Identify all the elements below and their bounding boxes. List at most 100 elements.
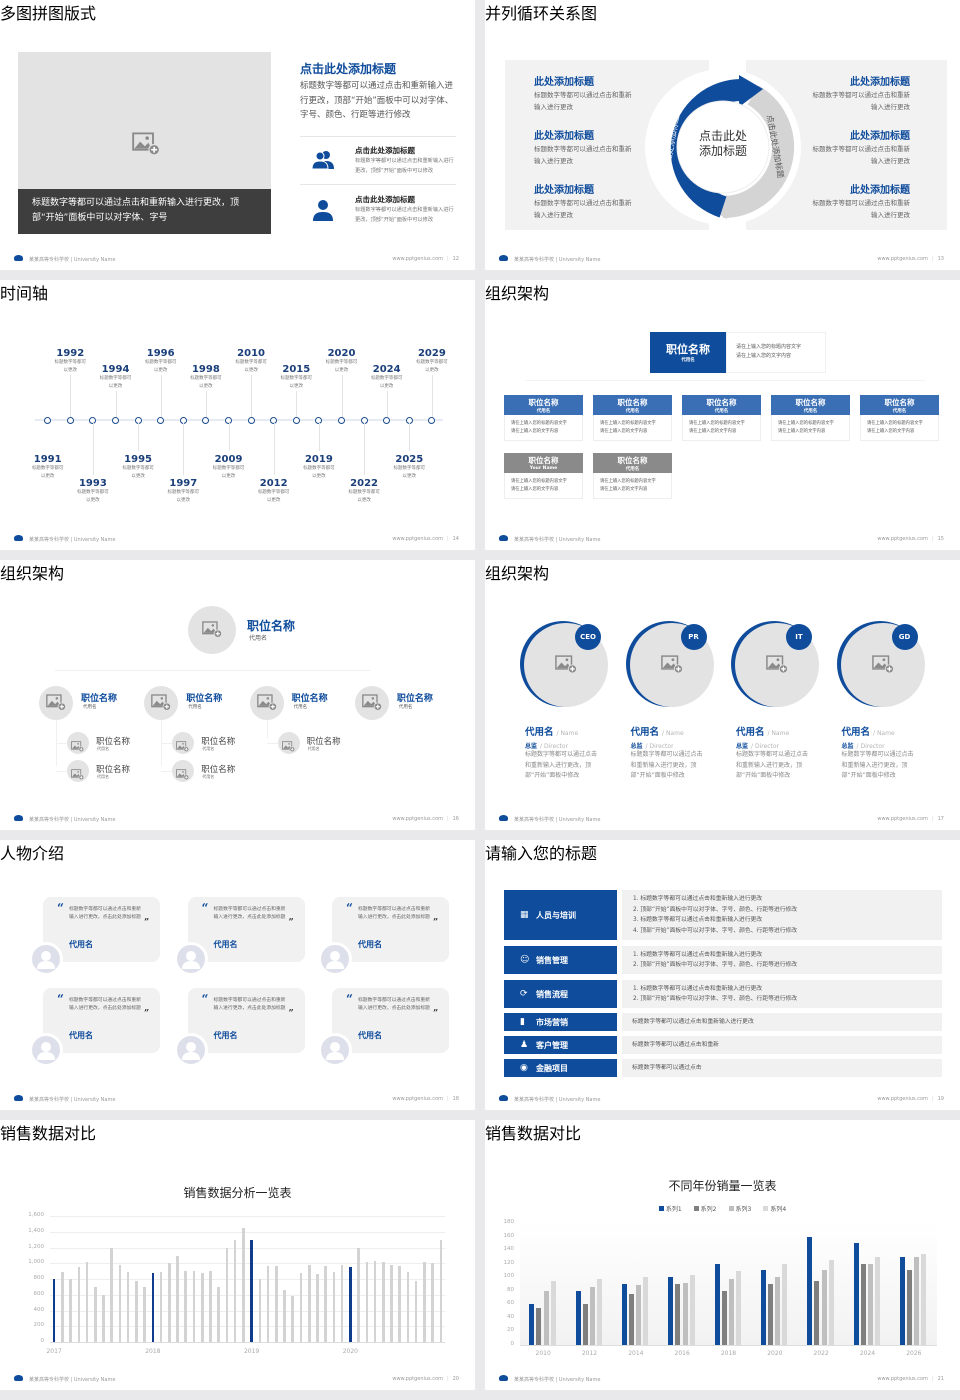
child-avatar-placeholder[interactable] <box>172 760 195 782</box>
timeline-node[interactable] <box>338 416 345 424</box>
legend-item: 系列4 <box>763 1204 786 1213</box>
timeline-node[interactable] <box>44 416 52 424</box>
branch-avatar-placeholder[interactable] <box>354 686 389 720</box>
position-header[interactable]: 职位名称 代用名 <box>593 395 672 415</box>
y-tick-label: 180 <box>503 1219 515 1225</box>
timeline-node[interactable] <box>383 416 391 424</box>
slide-title: 请输入您的标题 <box>485 844 598 863</box>
y-tick-label: 200 <box>33 1322 45 1329</box>
position-header[interactable]: 职位名称 代用名 <box>593 453 672 473</box>
photo-placeholder[interactable] <box>18 52 271 189</box>
event-year: 2029 <box>417 348 446 359</box>
bar-系列4 <box>921 1254 927 1345</box>
position-header[interactable]: 职位名称 代用名 <box>860 395 939 415</box>
position-desc: 请在上输入您的标题内容文字 请在上输入您的文字内容 <box>593 415 672 441</box>
x-tick-label: 2018 <box>145 1348 161 1355</box>
footer-separator: | <box>446 256 449 262</box>
event-text: 标题数字等都可以更改 <box>54 360 87 373</box>
slide-19: 请输入您的标题 某某高等专科学校 | University Name www.ppt… <box>485 840 960 1110</box>
page-number: 14 <box>452 536 459 542</box>
description-line: 标题数字等都可以通过点击 <box>632 1064 702 1071</box>
timeline-node[interactable] <box>428 416 436 424</box>
avatar[interactable] <box>318 942 352 976</box>
branch-alias: 代用名 <box>83 705 97 710</box>
person-name-line: 代用名 / Name <box>525 720 578 739</box>
category-cell[interactable]: ♟ 客户管理 <box>504 1036 617 1054</box>
bar <box>200 1272 204 1342</box>
slide-title: 人物介绍 <box>0 844 65 863</box>
chart-title: 不同年份销量一览表 <box>668 1179 777 1193</box>
avatar[interactable] <box>29 942 63 976</box>
timeline-event: 2010 标题数字等都可以更改 <box>229 348 273 374</box>
position-alias: 代用名 <box>803 409 818 414</box>
top-position-name: 职位名称 <box>247 619 296 633</box>
category-cell[interactable]: ◉ 金融项目 <box>504 1059 617 1077</box>
timeline-event: 1992 标题数字等都可以更改 <box>48 348 92 374</box>
quote-text: 标题数字等都可以通过点击和重新输入进行更改，点击此处添加标题 <box>213 998 286 1011</box>
quote-text: 标题数字等都可以通过点击和重新输入进行更改，点击此处添加标题 <box>358 907 430 920</box>
category-cell[interactable]: ▮ 市场营销 <box>504 1013 617 1031</box>
child-name: 职位名称 <box>201 737 236 747</box>
position-header[interactable]: 职位名称 代用名 <box>504 395 583 415</box>
position-name: 职位名称 <box>706 398 737 407</box>
x-tick-label: 2020 <box>767 1350 783 1357</box>
cycle-icon: ⟳ <box>520 989 528 999</box>
x-tick-label: 2024 <box>859 1350 876 1357</box>
timeline-node[interactable] <box>202 416 210 424</box>
category-cell[interactable]: ⟳ 销售流程 <box>504 980 617 1008</box>
description-line: 4. 顶部“开始”面板中可以对字体、字号、颜色、行距等进行修改 <box>633 927 798 934</box>
top-position-alias: 代用名 <box>249 635 268 642</box>
timeline-axis <box>35 419 443 421</box>
avatar[interactable] <box>173 942 208 976</box>
position-header[interactable]: 职位名称 Your Name <box>504 453 583 473</box>
quote-author: 代用名 <box>69 940 93 949</box>
timeline-node[interactable] <box>292 416 300 424</box>
timeline-node[interactable] <box>247 416 255 424</box>
bar <box>225 1247 229 1342</box>
category-cell[interactable]: ▦ 人员与培训 <box>504 890 617 940</box>
avatar[interactable] <box>29 1033 63 1067</box>
image-placeholder-icon <box>176 737 190 756</box>
timeline-node[interactable] <box>66 416 74 424</box>
branch-avatar-placeholder[interactable] <box>249 686 284 720</box>
bar <box>381 1261 385 1342</box>
child-avatar-placeholder[interactable] <box>67 760 89 782</box>
category-label: 市场营销 <box>536 1017 568 1027</box>
chart-legend: 系列1 系列2 系列3 系列4 <box>485 1204 960 1213</box>
section-heading: 点击此处添加标题 <box>300 62 397 76</box>
item-title: 此处添加标题 <box>850 77 910 88</box>
child-avatar-placeholder[interactable] <box>172 732 195 756</box>
branch-name: 职位名称 <box>186 694 223 704</box>
avatar[interactable] <box>173 1033 208 1067</box>
branch-avatar-placeholder[interactable] <box>39 686 73 720</box>
gridline <box>50 1279 445 1280</box>
child-avatar-placeholder[interactable] <box>277 732 300 754</box>
y-tick-label: 1,600 <box>28 1212 44 1218</box>
timeline-node[interactable] <box>112 416 119 424</box>
branch-avatar-placeholder[interactable] <box>144 686 179 720</box>
position-header[interactable]: 职位名称 代用名 <box>682 395 761 415</box>
timeline-event: 1997 标题数字等都可以更改 <box>161 478 205 504</box>
timeline-connector <box>70 375 72 417</box>
timeline-connector <box>92 423 94 475</box>
timeline-node[interactable] <box>157 416 165 424</box>
event-text: 标题数字等都可以更改 <box>77 490 109 503</box>
desc-line: 请在上输入您的标题内容文字 <box>778 421 834 426</box>
person-role: 总监 <box>736 743 749 750</box>
person-name-line: 代用名 / Name <box>631 720 684 739</box>
avatar[interactable] <box>318 1033 352 1067</box>
photo-caption: 标题数字等都可以通过点击和重新输入进行更改，顶部“开始”面板中可以对字体、字号 <box>18 189 271 234</box>
legend-swatch <box>728 1206 734 1211</box>
top-position-box[interactable]: 职位名称 代用名 <box>650 332 726 373</box>
top-avatar-placeholder[interactable] <box>188 606 236 654</box>
slide-header: 请输入您的标题 <box>485 840 960 864</box>
legend-swatch <box>693 1206 699 1211</box>
position-desc: 请在上输入您的标题内容文字 请在上输入您的文字内容 <box>860 415 939 441</box>
quote-close-icon: ” <box>288 1009 294 1019</box>
category-cell[interactable]: ☺ 销售管理 <box>504 946 617 974</box>
school-logo-icon <box>499 815 508 821</box>
y-tick-label: 1,400 <box>28 1227 44 1234</box>
child-avatar-placeholder[interactable] <box>67 732 89 754</box>
position-header[interactable]: 职位名称 代用名 <box>771 395 850 415</box>
position-name: 职位名称 <box>617 456 648 465</box>
